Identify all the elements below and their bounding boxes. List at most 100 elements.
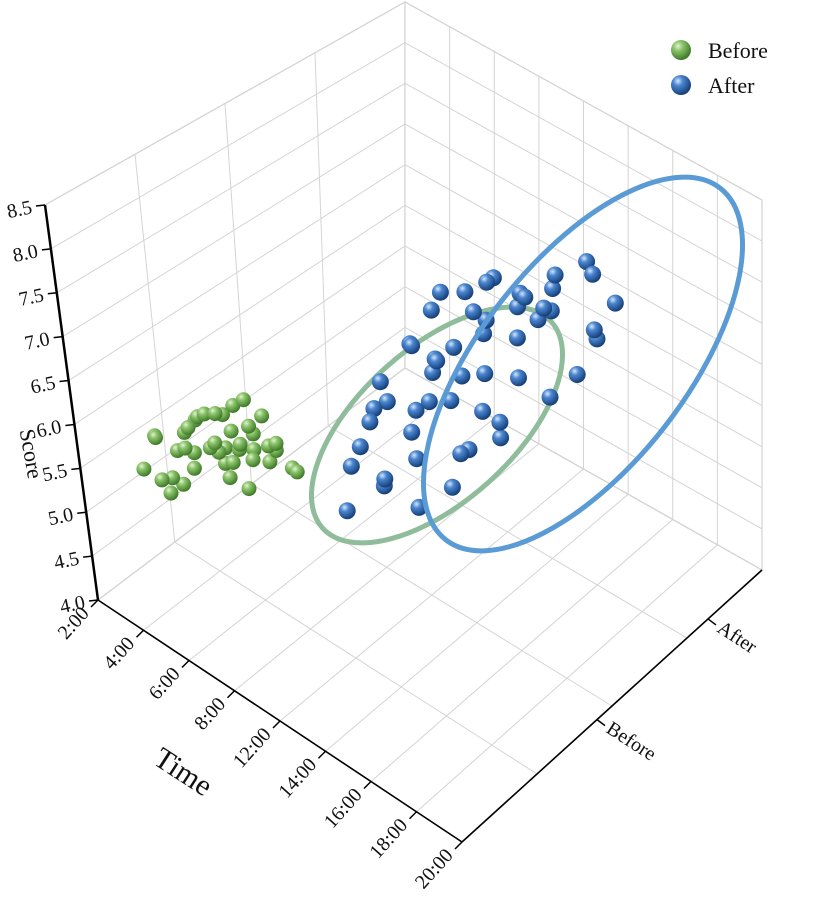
after-cluster-ellipse (421, 174, 745, 554)
after-point (376, 470, 394, 488)
after-point (476, 365, 494, 383)
z-tick-label: 4.5 (52, 547, 81, 574)
before-point (207, 406, 223, 422)
x-tick-label: 12:00 (229, 724, 276, 773)
z-tick-label: 6.5 (29, 372, 58, 399)
z-tick-mark (88, 599, 99, 602)
after-point (452, 445, 470, 463)
after-point (606, 294, 624, 312)
legend-label-before: Before (708, 38, 768, 63)
after-point (568, 366, 586, 383)
after-point (408, 450, 426, 468)
z-axis-line (43, 204, 100, 601)
x-tick-mark (454, 841, 463, 850)
x-tick-label: 8:00 (190, 693, 230, 734)
z-tick-label: 7.0 (23, 328, 52, 355)
z-tick-label: 5.0 (46, 504, 75, 531)
x-tick-label: 14:00 (274, 754, 321, 803)
legend: Before After (671, 38, 768, 98)
z-tick-mark (65, 423, 75, 427)
legend-marker-before (671, 40, 691, 60)
before-point (232, 436, 248, 452)
legend-label-after: After (708, 73, 755, 98)
before-point (176, 476, 192, 492)
before-point (289, 464, 305, 480)
after-point (478, 273, 496, 291)
before-point (186, 460, 202, 476)
before-point (136, 461, 152, 477)
z-tick-mark (83, 555, 93, 558)
x-tick-mark (317, 750, 327, 759)
x-tick-label: 6:00 (145, 663, 185, 704)
before-point (241, 481, 257, 497)
before-point (262, 454, 278, 470)
after-point (516, 288, 534, 306)
x-tick-mark (272, 720, 281, 729)
after-point (578, 253, 596, 271)
after-point (361, 413, 379, 431)
z-tick-label: 7.5 (17, 284, 46, 311)
before-point (163, 485, 179, 501)
after-point (403, 337, 421, 355)
after-point (338, 502, 356, 520)
z-tick-mark (71, 467, 81, 471)
y-tick-mark (707, 618, 717, 626)
after-point (378, 393, 396, 411)
before-point (207, 435, 223, 451)
after-point (456, 283, 474, 301)
y-tick-label: After (713, 617, 761, 659)
after-point (403, 423, 421, 441)
grid-line-y (404, 2, 763, 571)
x-tick-label: 18:00 (365, 814, 412, 863)
z-tick-mark (53, 335, 63, 339)
after-point (420, 393, 438, 411)
after-point (445, 338, 463, 356)
z-tick-mark (77, 511, 87, 514)
z-tick-label: 4.0 (58, 591, 87, 618)
after-point (491, 413, 509, 431)
x-axis-title: Time (148, 741, 218, 803)
y-tick-label: Before (602, 717, 660, 765)
z-tick-label: 6.0 (34, 416, 63, 443)
after-point (443, 478, 461, 496)
before-point (225, 455, 241, 470)
after-point (351, 438, 369, 456)
after-point (371, 373, 389, 391)
before-point (154, 472, 170, 488)
before-point (196, 406, 212, 422)
y-tick-mark (596, 718, 606, 727)
after-point (365, 400, 383, 418)
after-point (407, 401, 425, 419)
z-axis-ticks: 4.0 4.5 5.0 5.5 6.0 6.5 7.0 7.5 8.0 8.5 (5, 196, 99, 618)
x-tick-mark (408, 811, 418, 820)
z-tick-label: 5.5 (40, 460, 69, 487)
after-point (492, 429, 510, 447)
data-points (136, 253, 624, 520)
after-point (464, 303, 482, 321)
before-point (177, 440, 193, 456)
grid-line-y (134, 154, 538, 775)
after-point (431, 283, 449, 301)
x-tick-label: 4:00 (99, 633, 139, 674)
chart-panes (44, 0, 764, 843)
before-point (222, 470, 238, 486)
after-point (544, 280, 562, 297)
after-point (474, 402, 492, 420)
x-tick-mark (90, 599, 99, 608)
after-point (508, 329, 526, 347)
after-point (541, 388, 559, 406)
x-tick-mark (181, 659, 190, 669)
after-point (585, 321, 603, 339)
z-tick-label: 8.5 (5, 196, 34, 223)
before-point (235, 392, 251, 408)
z-tick-mark (41, 248, 51, 251)
after-point (428, 352, 446, 370)
legend-marker-after (671, 75, 691, 95)
x-tick-mark (226, 690, 236, 699)
x-tick-label: 20:00 (411, 845, 458, 894)
after-point (510, 369, 527, 387)
after-point (535, 299, 553, 317)
z-tick-mark (35, 204, 46, 207)
before-point (180, 420, 196, 436)
